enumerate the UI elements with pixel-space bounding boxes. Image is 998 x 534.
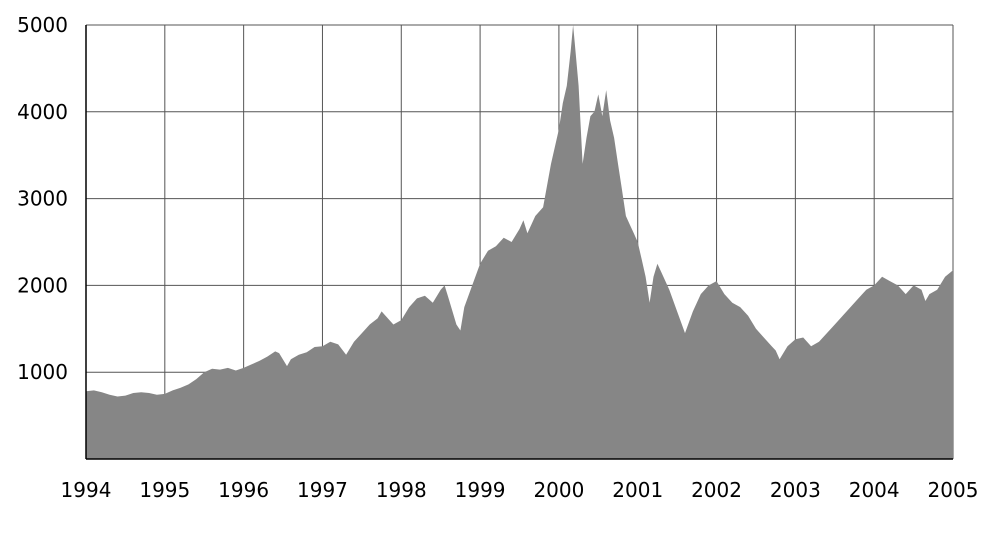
axes: [85, 25, 953, 460]
y-tick-label: 2000: [17, 273, 68, 297]
x-tick-label: 1995: [139, 478, 190, 502]
x-tick-label: 2003: [770, 478, 821, 502]
x-tick-label: 1996: [218, 478, 269, 502]
x-tick-label: 2004: [849, 478, 900, 502]
index-area-series: [86, 25, 953, 459]
x-tick-label: 2001: [612, 478, 663, 502]
y-tick-label: 1000: [17, 360, 68, 384]
x-tick-label: 1997: [297, 478, 348, 502]
x-tick-label: 1998: [376, 478, 427, 502]
x-tick-label: 1999: [455, 478, 506, 502]
x-tick-label: 2002: [691, 478, 742, 502]
y-tick-label: 3000: [17, 187, 68, 211]
y-axis-tick-labels: 1000 2000 3000 4000 5000: [17, 13, 68, 384]
x-tick-label: 1994: [61, 478, 112, 502]
x-tick-label: 2005: [928, 478, 979, 502]
y-tick-label: 4000: [17, 100, 68, 124]
x-tick-label: 2000: [533, 478, 584, 502]
y-tick-label: 5000: [17, 13, 68, 37]
x-axis-tick-labels: 1994 1995 1996 1997 1998 1999 2000 2001 2002 2003…: [61, 478, 979, 502]
